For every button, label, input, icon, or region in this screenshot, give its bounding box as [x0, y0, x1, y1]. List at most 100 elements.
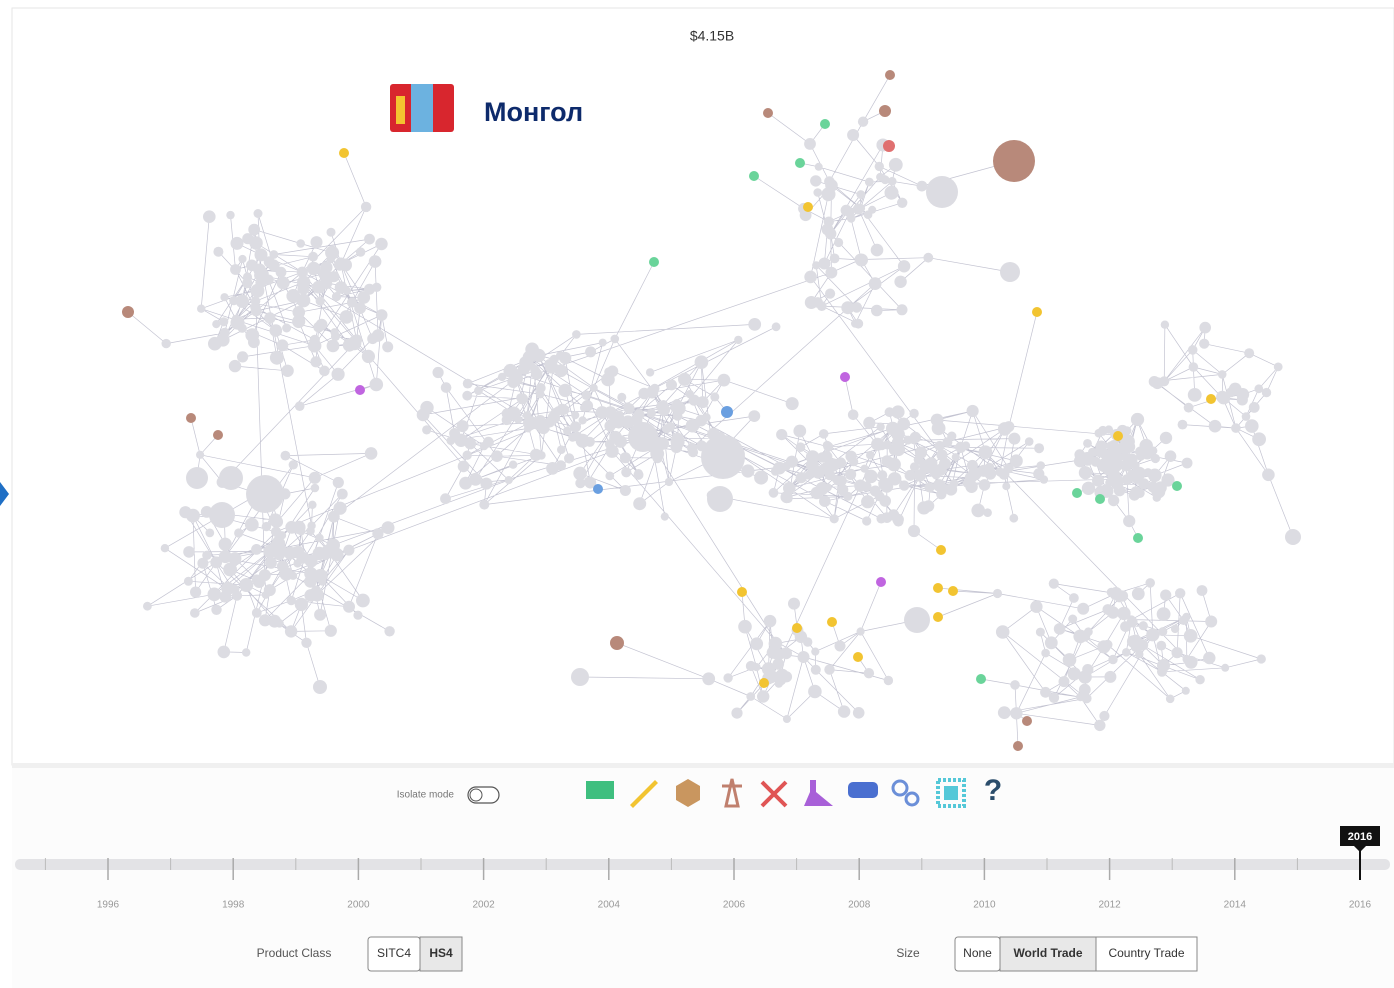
- product-node[interactable]: [292, 306, 306, 319]
- product-node[interactable]: [845, 468, 857, 480]
- icon-metals[interactable]: [760, 780, 788, 808]
- product-node[interactable]: [746, 692, 756, 701]
- product-node[interactable]: [1183, 402, 1194, 413]
- product-node[interactable]: [573, 466, 587, 481]
- product-node[interactable]: [479, 499, 490, 510]
- product-node[interactable]: [774, 679, 783, 688]
- product-node[interactable]: [1254, 384, 1264, 394]
- product-node[interactable]: [307, 261, 321, 276]
- product-node[interactable]: [544, 359, 555, 370]
- product-node[interactable]: [519, 356, 531, 368]
- product-node[interactable]: [268, 614, 281, 628]
- product-node[interactable]: [1179, 615, 1189, 626]
- product-node[interactable]: [230, 236, 244, 250]
- product-node[interactable]: [1132, 466, 1146, 480]
- product-node[interactable]: [371, 329, 385, 342]
- product-node[interactable]: [734, 335, 743, 345]
- product-node[interactable]: [343, 600, 355, 613]
- product-node[interactable]: [219, 317, 229, 327]
- product-node[interactable]: [1252, 432, 1266, 447]
- product-node[interactable]: [1256, 654, 1266, 664]
- product-node[interactable]: [286, 289, 301, 303]
- product-node[interactable]: [1092, 474, 1105, 487]
- product-node[interactable]: [242, 648, 251, 657]
- product-node[interactable]: [210, 556, 223, 569]
- product-node[interactable]: [1248, 402, 1260, 413]
- product-node[interactable]: [284, 625, 298, 638]
- product-node[interactable]: [717, 373, 731, 387]
- product-node[interactable]: [1196, 585, 1208, 596]
- product-node[interactable]: [825, 288, 836, 299]
- product-node[interactable]: [827, 617, 837, 627]
- product-node[interactable]: [1053, 623, 1066, 635]
- product-node[interactable]: [888, 157, 903, 172]
- product-node[interactable]: [855, 253, 868, 267]
- product-node[interactable]: [269, 250, 279, 259]
- product-node[interactable]: [702, 413, 711, 422]
- product-node[interactable]: [226, 210, 235, 220]
- product-node[interactable]: [810, 664, 821, 675]
- product-node[interactable]: [279, 546, 288, 555]
- product-node[interactable]: [1226, 387, 1236, 398]
- product-node[interactable]: [1041, 648, 1050, 658]
- product-node[interactable]: [803, 202, 813, 212]
- product-node[interactable]: [771, 322, 781, 332]
- product-node[interactable]: [1135, 650, 1144, 659]
- product-node[interactable]: [782, 715, 791, 723]
- product-node[interactable]: [326, 227, 336, 237]
- product-node[interactable]: [883, 140, 895, 152]
- product-node[interactable]: [610, 334, 620, 344]
- product-node[interactable]: [205, 528, 215, 538]
- product-node[interactable]: [1009, 454, 1023, 468]
- product-node[interactable]: [819, 495, 831, 508]
- product-node[interactable]: [381, 521, 395, 535]
- product-node[interactable]: [792, 623, 802, 633]
- icon-vehicles[interactable]: [848, 782, 878, 798]
- product-node[interactable]: [296, 266, 308, 278]
- product-node[interactable]: [330, 547, 344, 562]
- product-node[interactable]: [965, 473, 975, 483]
- option-button[interactable]: [419, 936, 463, 972]
- product-node[interactable]: [1221, 663, 1230, 672]
- product-node[interactable]: [572, 330, 581, 339]
- product-node[interactable]: [634, 469, 643, 478]
- product-node[interactable]: [1160, 320, 1170, 329]
- product-node[interactable]: [1073, 629, 1087, 644]
- product-node[interactable]: [844, 207, 855, 218]
- product-node[interactable]: [361, 349, 375, 363]
- product-node[interactable]: [1236, 388, 1250, 401]
- product-node[interactable]: [874, 161, 884, 172]
- product-node[interactable]: [824, 469, 836, 481]
- product-node[interactable]: [237, 351, 249, 363]
- product-node[interactable]: [861, 495, 875, 509]
- product-node[interactable]: [971, 503, 985, 518]
- product-node[interactable]: [230, 584, 240, 594]
- product-node[interactable]: [847, 409, 859, 421]
- product-node[interactable]: [212, 320, 221, 329]
- product-node[interactable]: [931, 470, 941, 480]
- product-node[interactable]: [851, 302, 862, 313]
- product-node[interactable]: [382, 341, 394, 353]
- product-node[interactable]: [1002, 482, 1011, 491]
- product-node[interactable]: [286, 595, 296, 606]
- product-node[interactable]: [1116, 590, 1129, 602]
- product-node[interactable]: [829, 253, 840, 264]
- product-node[interactable]: [457, 460, 470, 473]
- product-node[interactable]: [1199, 338, 1210, 349]
- product-node[interactable]: [531, 368, 543, 380]
- product-node[interactable]: [1122, 440, 1136, 453]
- product-node[interactable]: [294, 401, 305, 412]
- product-node[interactable]: [238, 254, 247, 264]
- product-node[interactable]: [1008, 432, 1021, 445]
- product-node[interactable]: [650, 383, 660, 394]
- product-node[interactable]: [621, 415, 635, 429]
- product-node[interactable]: [1111, 455, 1122, 466]
- product-node[interactable]: [882, 440, 892, 450]
- product-node[interactable]: [863, 416, 876, 429]
- product-node[interactable]: [122, 306, 134, 318]
- option-button[interactable]: [1095, 936, 1198, 972]
- product-node[interactable]: [1036, 461, 1046, 470]
- product-node[interactable]: [770, 466, 780, 476]
- product-node[interactable]: [1010, 707, 1023, 720]
- product-node[interactable]: [1069, 593, 1079, 603]
